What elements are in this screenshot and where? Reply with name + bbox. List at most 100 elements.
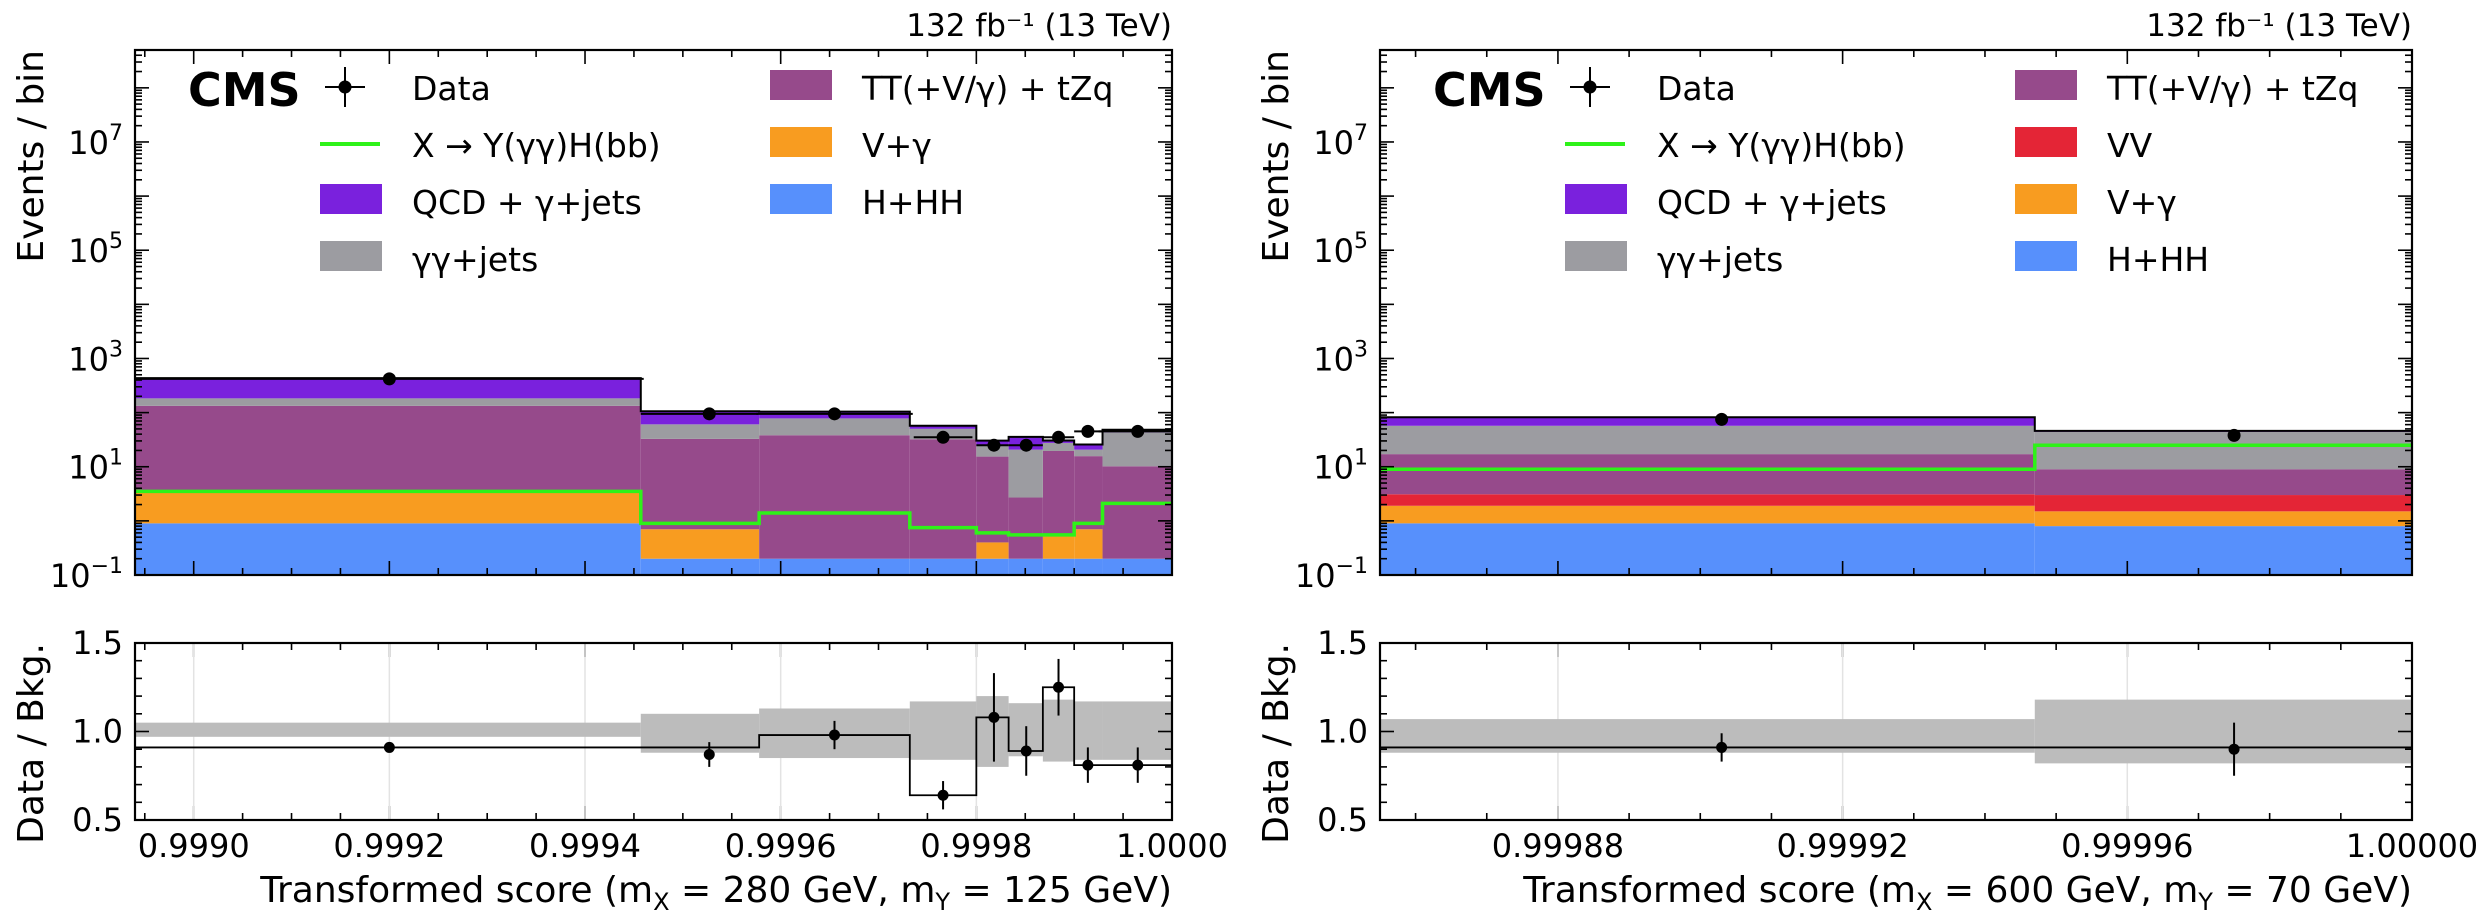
legend-swatch [320,241,382,271]
bar-h-hh-bin5 [1008,558,1043,575]
legend-label: γγ+jets [412,240,538,279]
bar-v--bin0 [1380,505,2035,524]
legend-label: TT(+V/γ) + tZq [2106,69,2358,108]
ratio-y-axis-title: Data / Bkg. [1256,643,1297,844]
ratio-unc-band [2034,699,2412,764]
legend-label: TT(+V/γ) + tZq [861,69,1113,108]
main-y-axis-title: Events / bin [11,50,52,263]
data-point [1715,412,1729,426]
cms-label: CMS [188,63,301,117]
ratio-point [828,729,840,741]
ratio-unc-band [135,722,641,737]
bar-vv-bin1 [2034,495,2412,512]
ratio-point [937,789,949,801]
x-tick-label: 0.99992 [1776,827,1908,865]
ratio-y-tick-label: 1.5 [1317,624,1368,662]
y-tick-label: 105 [68,229,123,270]
ratio-point [383,741,395,753]
bar-tt-v-tzq-bin3 [909,439,977,559]
bar-h-hh-bin1 [640,558,760,575]
legend-data-marker [338,80,352,94]
bar-tt-v-tzq-bin6 [1042,450,1075,535]
bar-h-hh-bin6 [1042,558,1075,575]
legend-label: γγ+jets [1657,240,1783,279]
signal-line [1380,443,2412,471]
y-tick-label: 103 [68,337,123,378]
cms-label: CMS [1433,63,1546,117]
bar-h-hh-bin1 [2034,526,2412,575]
data-point [1081,424,1095,438]
x-tick-label: 0.9992 [333,827,445,865]
legend-swatch [2015,184,2077,214]
bar-tt-v-tzq-bin1 [2034,469,2412,496]
x-axis-title: Transformed score (mX = 600 GeV, mY = 70… [1522,870,2412,911]
legend-label: X → Y(γγ)H(bb) [1657,126,1906,165]
bar-tt-v-tzq-bin8 [1102,466,1172,559]
bar-tt-v-tzq-bin1 [640,438,760,530]
ratio-unc-band [640,713,760,753]
ratio-y-axis-title: Data / Bkg. [11,643,52,844]
y-tick-label: 101 [1313,446,1368,487]
bar-tt-v-tzq-bin0 [135,405,641,493]
main-y-axis-title: Events / bin [1256,50,1297,263]
bar-tt-v-tzq-bin2 [759,435,910,559]
data-point [827,407,841,421]
y-tick-label: 105 [1313,229,1368,270]
bar-h-hh-bin0 [135,523,641,575]
data-point [2227,428,2241,442]
panel-2: 10−1 101 103 105 107 0.5 1.0 1.5 0.99988 0.99992 0… [1256,8,2478,911]
total-bkg-outline [1380,416,2412,432]
bar--jets-bin0 [1380,425,2035,455]
legend-swatch [1565,184,1627,214]
bar-v--bin4 [976,542,1009,559]
legend-swatch [2015,70,2077,100]
y-tick-label: 107 [1313,121,1368,162]
bar--jets-bin7 [1074,449,1103,457]
bar--jets-bin2 [759,418,910,436]
ratio-y-tick-label: 0.5 [72,801,123,839]
ratio-y-tick-label: 0.5 [1317,801,1368,839]
legend-label: Data [412,69,491,108]
x-tick-label: 0.9994 [529,827,641,865]
bar-h-hh-bin3 [909,558,977,575]
bar-v--bin0 [135,492,641,524]
legend-swatch [770,127,832,157]
bar-h-hh-bin4 [976,558,1009,575]
bar-qcd-jets-bin0 [1380,417,2035,426]
legend-swatch [1565,241,1627,271]
bar-qcd-jets-bin0 [135,378,641,399]
bar-tt-v-tzq-bin0 [1380,454,2035,495]
legend-label: H+HH [862,183,964,222]
bar-h-hh-bin8 [1102,558,1172,575]
legend-label: VV [2107,126,2153,165]
ratio-point [703,749,715,761]
lumi-label: 132 fb⁻¹ (13 TeV) [906,8,1172,44]
bar--jets-bin1 [640,424,760,439]
bar-tt-v-tzq-bin7 [1074,456,1103,530]
bar-qcd-jets-bin3 [909,425,977,429]
main-plot-area [1380,412,2412,575]
data-point [1052,430,1066,444]
bar-v--bin1 [2034,511,2412,527]
y-tick-label: 107 [68,121,123,162]
signal-line [135,489,1172,537]
main-plot-area [135,372,1172,575]
data-point [987,438,1001,452]
ratio-point [988,711,1000,723]
bar--jets-bin5 [1008,449,1043,498]
legend-data-marker [1583,80,1597,94]
x-tick-label: 0.9990 [138,827,250,865]
ratio-unc-band [976,696,1009,767]
bar-tt-v-tzq-bin5 [1008,497,1043,559]
x-tick-label: 1.0000 [1116,827,1228,865]
legend-label: Data [1657,69,1736,108]
y-tick-label: 10−1 [1295,554,1368,595]
y-tick-label: 101 [68,446,123,487]
x-tick-label: 1.00000 [2346,827,2478,865]
data-point [936,430,950,444]
x-tick-label: 0.9996 [725,827,837,865]
ratio-point [1132,759,1144,771]
bar-v--bin6 [1042,534,1075,559]
ratio-y-tick-label: 1.5 [72,624,123,662]
legend-swatch [770,70,832,100]
